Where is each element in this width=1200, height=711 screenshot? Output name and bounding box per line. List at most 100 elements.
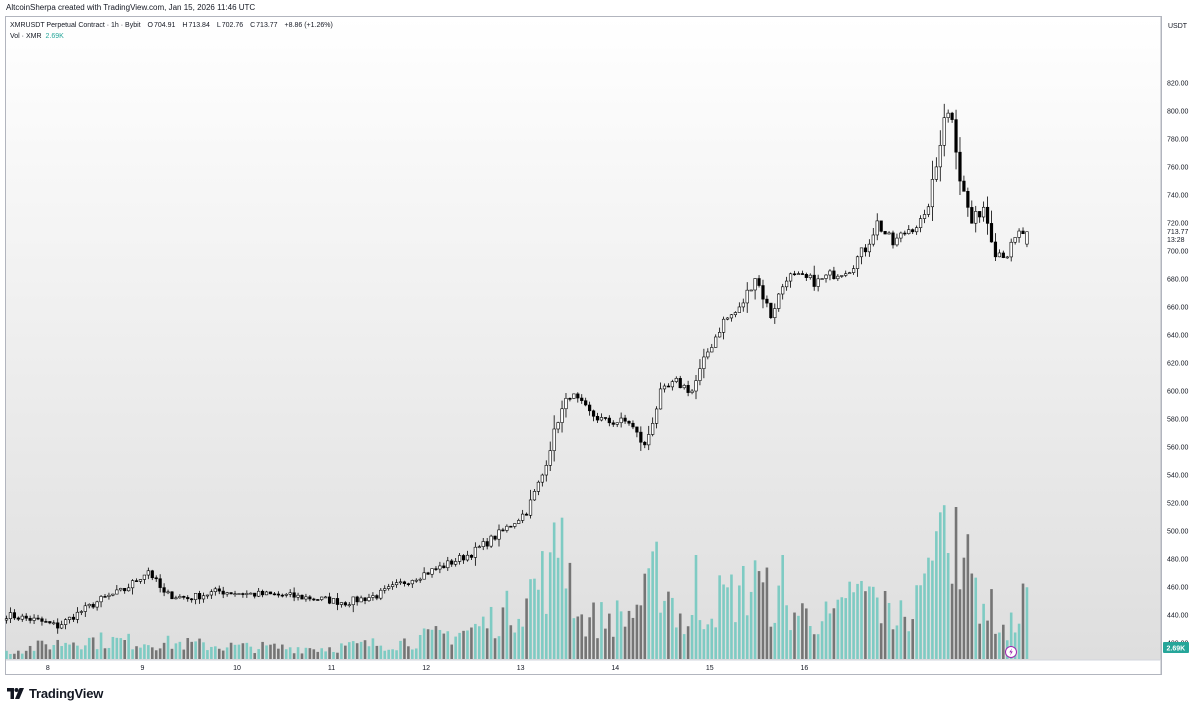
candle bbox=[824, 274, 828, 283]
candle-body bbox=[619, 417, 623, 424]
tradingview-logo[interactable]: TradingView bbox=[7, 686, 103, 701]
volume-bar bbox=[753, 560, 757, 659]
candle-body bbox=[194, 593, 198, 600]
candle bbox=[816, 274, 820, 292]
candle bbox=[367, 593, 371, 602]
time-tick-label: 13 bbox=[517, 665, 525, 672]
symbol-title[interactable]: XMRUSDT Perpetual Contract · 1h · Bybit bbox=[10, 22, 141, 29]
candle-body bbox=[394, 582, 399, 586]
candle-body bbox=[651, 423, 655, 435]
candle bbox=[702, 348, 706, 379]
candle-body bbox=[682, 385, 686, 389]
candle bbox=[339, 602, 344, 608]
candle bbox=[166, 589, 170, 595]
volume-bar bbox=[600, 602, 603, 659]
candle-body bbox=[8, 612, 13, 619]
volume-bar bbox=[513, 632, 517, 659]
volume-bar bbox=[257, 649, 260, 659]
candle-body bbox=[257, 590, 261, 597]
candle bbox=[552, 415, 556, 462]
last-price-marker: 713.77 13:28 bbox=[1167, 229, 1189, 244]
candle bbox=[158, 574, 162, 593]
candle-body bbox=[213, 588, 217, 592]
candle bbox=[493, 535, 497, 541]
volume-bar bbox=[899, 600, 903, 659]
volume-bar bbox=[426, 629, 430, 659]
volume-bar bbox=[221, 650, 225, 659]
candle-body bbox=[79, 611, 83, 613]
candle-body bbox=[170, 591, 174, 600]
volume-bar bbox=[84, 645, 87, 659]
candle-body bbox=[974, 211, 978, 224]
volume-bar bbox=[738, 585, 741, 659]
candle-body bbox=[958, 151, 962, 182]
candle-body bbox=[662, 385, 667, 390]
volume-title[interactable]: Vol · XMR bbox=[10, 33, 42, 40]
candle bbox=[851, 265, 856, 275]
volume-bar bbox=[99, 632, 103, 659]
candle bbox=[607, 415, 611, 427]
candle-body bbox=[970, 207, 974, 224]
volume-bar bbox=[887, 602, 891, 659]
candle bbox=[56, 618, 60, 634]
candle-body bbox=[233, 593, 237, 595]
volume-bar bbox=[344, 645, 347, 659]
candle-body bbox=[532, 491, 537, 501]
volume-bar bbox=[454, 636, 457, 659]
candle-body bbox=[457, 555, 462, 562]
candle-body bbox=[391, 584, 395, 587]
volume-bar bbox=[375, 645, 379, 659]
candle bbox=[119, 587, 123, 592]
candle-body bbox=[564, 397, 568, 410]
candle bbox=[513, 523, 517, 529]
price-tick-label: 680.00 bbox=[1167, 276, 1189, 283]
lightning-icon[interactable] bbox=[1005, 646, 1017, 658]
volume-bar bbox=[927, 557, 930, 659]
candle bbox=[619, 412, 623, 428]
candle bbox=[796, 271, 801, 275]
candle bbox=[272, 592, 277, 596]
candle-body bbox=[241, 593, 245, 595]
candle bbox=[804, 272, 808, 281]
price-tick-label: 720.00 bbox=[1167, 220, 1189, 227]
candle bbox=[111, 593, 115, 597]
candle-body bbox=[20, 615, 24, 620]
volume-bar bbox=[942, 505, 946, 659]
candle bbox=[611, 420, 615, 427]
candle-body bbox=[509, 525, 513, 528]
candle bbox=[60, 620, 64, 630]
candle-body bbox=[40, 618, 44, 622]
candle-body bbox=[942, 117, 946, 146]
candle bbox=[264, 590, 269, 596]
candle-body bbox=[749, 289, 753, 292]
candle bbox=[284, 592, 288, 598]
candle bbox=[91, 602, 95, 609]
candle bbox=[686, 380, 690, 397]
volume-bar bbox=[470, 627, 473, 659]
candle bbox=[879, 220, 883, 233]
candle bbox=[391, 581, 395, 590]
volume-bar bbox=[824, 601, 828, 659]
volume-bar bbox=[273, 643, 276, 659]
candle bbox=[670, 379, 674, 391]
volume-bar bbox=[434, 626, 438, 659]
volume-bar bbox=[596, 638, 599, 659]
candle-body bbox=[686, 385, 690, 393]
volume-bar bbox=[856, 583, 859, 659]
candle bbox=[115, 585, 119, 595]
volume-bar bbox=[726, 587, 729, 659]
volume-bar bbox=[20, 653, 24, 659]
open-label: O bbox=[147, 22, 153, 29]
volume-value-badge: 2.69K bbox=[1163, 642, 1189, 653]
candle bbox=[154, 575, 158, 582]
candle-body bbox=[993, 241, 998, 258]
volume-bar bbox=[233, 644, 237, 659]
candle bbox=[820, 278, 824, 280]
candle bbox=[24, 613, 28, 621]
candle bbox=[1025, 231, 1029, 248]
candle bbox=[406, 582, 410, 587]
candle bbox=[761, 279, 765, 309]
candle-body bbox=[497, 529, 501, 540]
candle bbox=[79, 610, 83, 616]
